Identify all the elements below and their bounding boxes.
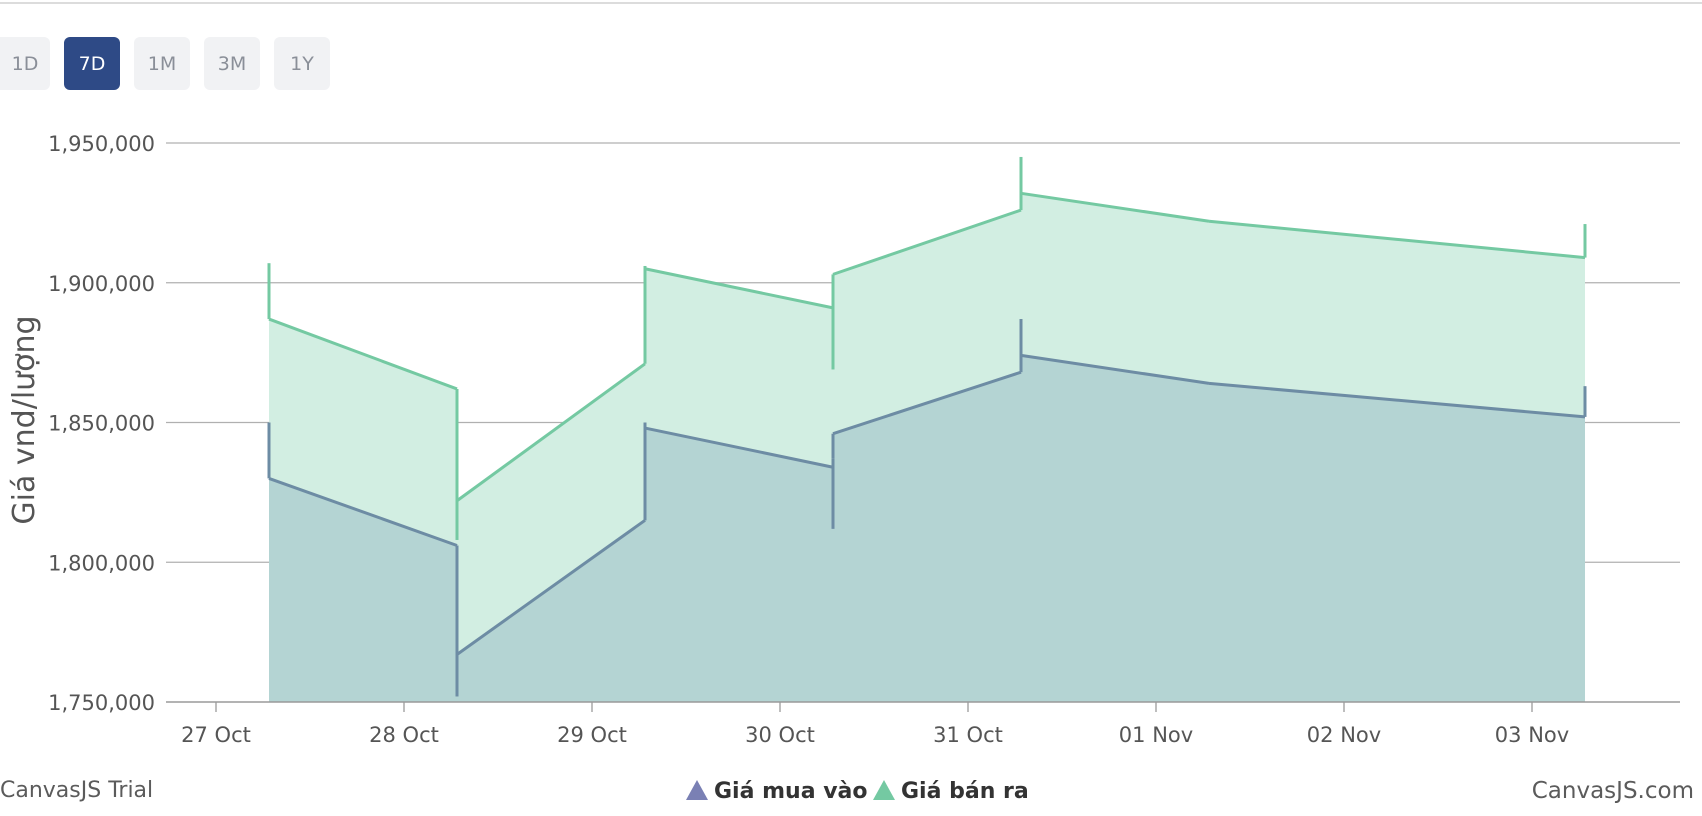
legend-label-sell[interactable]: Giá bán ra	[901, 779, 1029, 804]
series-segment-buy	[1020, 353, 1210, 385]
series-segment-sell	[456, 362, 646, 502]
range-button-1d[interactable]: 1D	[0, 37, 50, 90]
range-button-3m[interactable]: 3M	[204, 37, 260, 90]
y-tick-label: 1,750,000	[48, 691, 155, 715]
x-tick-label: 02 Nov	[1307, 723, 1381, 747]
legend-label-buy[interactable]: Giá mua vào	[714, 779, 868, 804]
range-selector: 1D 7D 1M 3M 1Y	[0, 37, 330, 90]
series-segment-buy	[644, 426, 834, 469]
x-tick-label: 30 Oct	[745, 723, 815, 747]
series-segment-sell	[644, 267, 834, 310]
series-lines	[267, 156, 1587, 697]
area-fill-buy	[269, 319, 1585, 702]
legend: Giá mua vào Giá bán ra	[686, 779, 1029, 804]
range-button-1y[interactable]: 1Y	[274, 37, 330, 90]
series-segment-sell	[1020, 191, 1210, 223]
legend-marker-buy-icon	[686, 780, 708, 800]
y-axis-title: Giá vnd/lượng	[7, 315, 42, 524]
x-tick-label: 29 Oct	[557, 723, 627, 747]
x-tick-label: 03 Nov	[1495, 723, 1569, 747]
x-tick-label: 27 Oct	[181, 723, 251, 747]
series-segment-buy	[268, 476, 458, 547]
y-tick-label: 1,800,000	[48, 551, 155, 575]
x-tick-label: 01 Nov	[1119, 723, 1193, 747]
range-button-7d[interactable]: 7D	[64, 37, 120, 90]
x-tick-labels: 27 Oct 28 Oct 29 Oct 30 Oct 31 Oct 01 Nov 02 N…	[181, 702, 1569, 747]
legend-marker-sell-icon	[873, 780, 895, 800]
series-segment-buy	[832, 370, 1022, 436]
series-segment-sell	[268, 317, 458, 391]
y-tick-labels: 1,750,000 1,800,000 1,850,000 1,900,000 1,95…	[48, 132, 155, 715]
series-areas	[269, 156, 1585, 703]
y-tick-label: 1,900,000	[48, 272, 155, 296]
y-tick-label: 1,850,000	[48, 412, 155, 436]
watermark-right[interactable]: CanvasJS.com	[1531, 778, 1694, 804]
top-divider	[0, 2, 1702, 4]
range-button-1m[interactable]: 1M	[134, 37, 190, 90]
series-segment-sell	[832, 208, 1022, 276]
series-segment-sell	[1208, 219, 1586, 260]
series-segment-buy	[1208, 381, 1586, 419]
x-tick-label: 31 Oct	[933, 723, 1003, 747]
y-tick-label: 1,950,000	[48, 132, 155, 156]
series-segment-buy	[456, 519, 646, 656]
x-tick-label: 28 Oct	[369, 723, 439, 747]
watermark-left: CanvasJS Trial	[0, 778, 154, 803]
